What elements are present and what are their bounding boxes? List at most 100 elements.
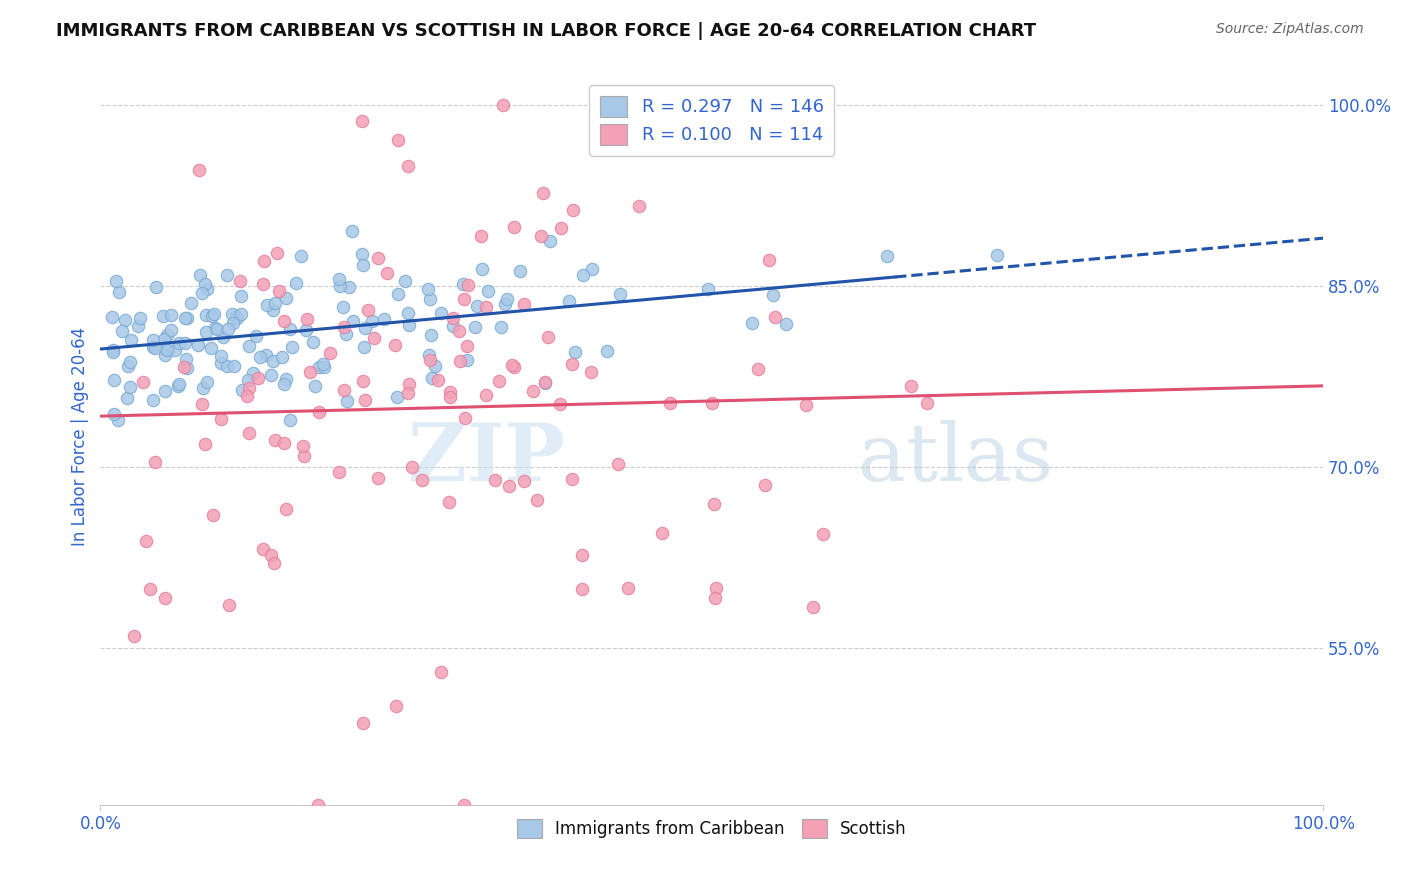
Point [352, 258, 374, 272]
Point [561, 357, 583, 371]
Point [471, 262, 494, 277]
Point [396, 159, 419, 173]
Point [876, 249, 898, 263]
Point [387, 390, 409, 404]
Point [915, 396, 938, 410]
Point [174, 352, 197, 367]
Point [117, 359, 139, 373]
Point [174, 311, 197, 326]
Point [474, 300, 496, 314]
Point [571, 268, 593, 282]
Point [276, 372, 298, 386]
Point [513, 297, 536, 311]
Point [273, 314, 295, 328]
Point [534, 376, 557, 390]
Point [209, 356, 232, 370]
Point [155, 347, 177, 361]
Point [457, 277, 479, 292]
Point [758, 252, 780, 267]
Point [194, 308, 217, 322]
Point [273, 435, 295, 450]
Point [278, 322, 301, 336]
Point [100, 310, 122, 324]
Point [441, 311, 464, 326]
Point [156, 328, 179, 343]
Point [340, 224, 363, 238]
Point [627, 199, 650, 213]
Point [152, 309, 174, 323]
Point [225, 309, 247, 323]
Point [118, 380, 141, 394]
Point [703, 497, 725, 511]
Point [252, 542, 274, 557]
Point [194, 277, 217, 291]
Point [204, 321, 226, 335]
Point [276, 292, 298, 306]
Point [201, 309, 224, 323]
Point [439, 385, 461, 400]
Point [617, 581, 640, 595]
Point [200, 342, 222, 356]
Point [194, 325, 217, 339]
Point [813, 527, 835, 541]
Point [285, 277, 308, 291]
Point [562, 202, 585, 217]
Point [704, 591, 727, 606]
Point [596, 343, 619, 358]
Point [187, 338, 209, 352]
Point [180, 296, 202, 310]
Point [217, 322, 239, 336]
Point [398, 377, 420, 392]
Point [142, 333, 165, 347]
Point [312, 359, 335, 374]
Point [366, 470, 388, 484]
Point [470, 228, 492, 243]
Point [425, 359, 447, 373]
Point [456, 338, 478, 352]
Point [533, 186, 555, 200]
Point [564, 345, 586, 359]
Point [335, 327, 357, 342]
Point [352, 374, 374, 388]
Point [522, 384, 544, 399]
Point [103, 373, 125, 387]
Point [114, 313, 136, 327]
Point [443, 318, 465, 333]
Point [427, 373, 450, 387]
Point [367, 251, 389, 265]
Point [464, 319, 486, 334]
Point [142, 393, 165, 408]
Point [209, 349, 232, 363]
Point [437, 495, 460, 509]
Point [420, 371, 443, 385]
Point [260, 548, 283, 562]
Point [312, 358, 335, 372]
Point [658, 395, 681, 409]
Point [439, 390, 461, 404]
Point [145, 279, 167, 293]
Point [260, 368, 283, 382]
Point [352, 247, 374, 261]
Point [697, 282, 720, 296]
Point [190, 285, 212, 300]
Point [153, 332, 176, 346]
Point [429, 306, 451, 320]
Y-axis label: In Labor Force | Age 20-64: In Labor Force | Age 20-64 [72, 327, 89, 546]
Point [195, 375, 218, 389]
Point [120, 333, 142, 347]
Point [169, 336, 191, 351]
Point [132, 376, 155, 390]
Point [329, 278, 352, 293]
Point [166, 379, 188, 393]
Point [385, 698, 408, 713]
Point [416, 282, 439, 296]
Point [160, 323, 183, 337]
Point [503, 219, 526, 234]
Point [103, 407, 125, 421]
Point [176, 360, 198, 375]
Point [176, 311, 198, 326]
Point [238, 339, 260, 353]
Point [273, 377, 295, 392]
Point [453, 292, 475, 306]
Point [419, 328, 441, 343]
